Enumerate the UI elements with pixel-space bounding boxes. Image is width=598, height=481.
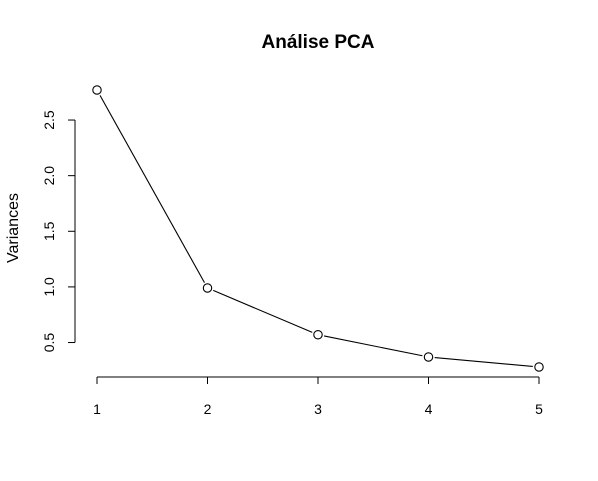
x-tick-label: 4 — [425, 401, 433, 417]
y-tick-label: 0.5 — [41, 333, 57, 353]
plot-area — [92, 85, 544, 372]
series-line-segment — [99, 95, 205, 283]
data-point — [202, 283, 213, 293]
y-tick-label: 1.5 — [41, 221, 57, 241]
data-point — [534, 362, 544, 372]
x-tick-label: 3 — [314, 401, 322, 417]
chart-title: Análise PCA — [262, 32, 375, 53]
y-axis-label: Variances — [5, 193, 22, 263]
series-line-segment — [434, 356, 533, 367]
data-point — [92, 85, 102, 95]
data-point — [313, 329, 323, 340]
axes: 1 2 3 4 5 0.5 1.0 1.5 2.0 2.5 — [41, 110, 543, 417]
y-tick-label: 2.0 — [41, 166, 57, 186]
y-tick-label: 2.5 — [41, 110, 57, 130]
y-tick-label: 1.0 — [41, 277, 57, 297]
series-line-segment — [212, 289, 313, 333]
x-tick-label: 1 — [93, 401, 101, 417]
series-line-segment — [323, 335, 423, 357]
x-tick-label: 2 — [204, 401, 212, 417]
data-point — [423, 352, 434, 362]
x-tick-label: 5 — [535, 401, 543, 417]
